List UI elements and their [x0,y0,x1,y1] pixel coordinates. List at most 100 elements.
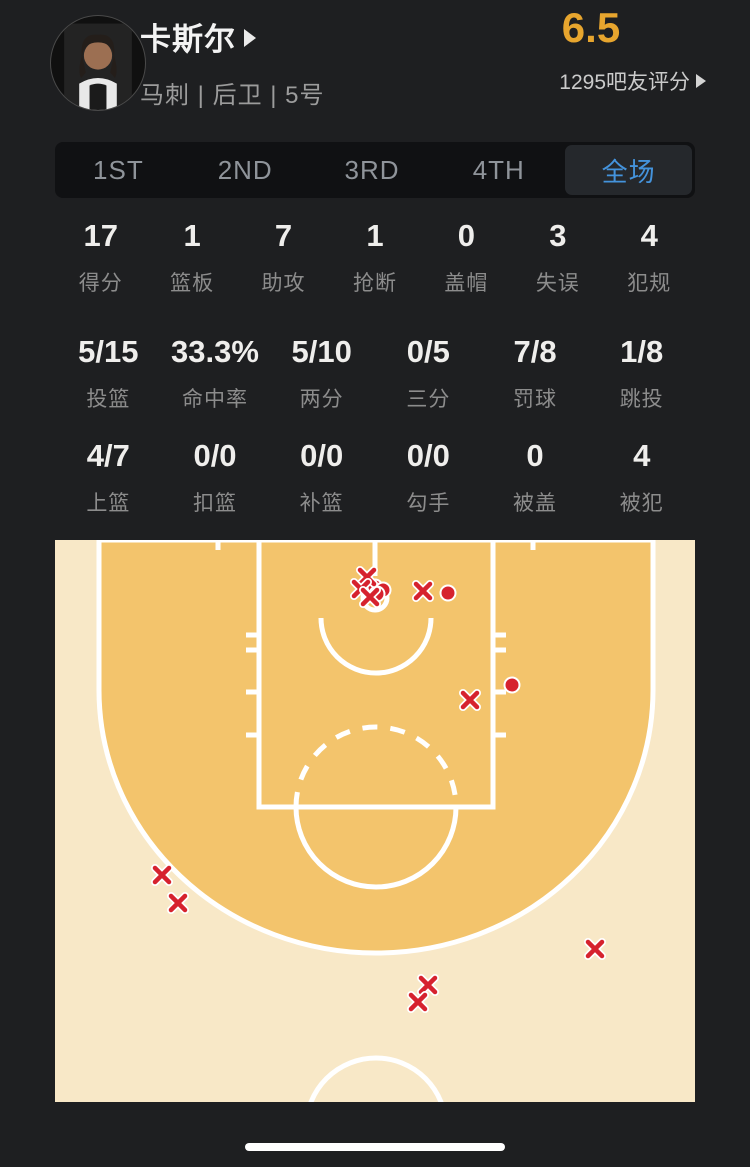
rating-block: 6.5 1295吧友评分 [476,4,706,96]
tab-4TH[interactable]: 4TH [472,154,525,185]
expand-arrow-icon [244,28,256,47]
stat-label: 篮板 [170,272,215,295]
stat-value: 7 [274,218,293,253]
stat-value: 4 [633,438,651,473]
stat-三分: 0/5 三分 [375,334,482,413]
stat-label: 上篮 [86,492,131,515]
stat-label: 补篮 [299,492,344,515]
tab-3RD[interactable]: 3RD [344,154,400,185]
stat-label: 失误 [535,272,580,295]
missed-shot-x [359,586,381,608]
made-shot-dot [439,584,457,602]
stat-value: 0/0 [300,438,344,473]
missed-shot-x [151,864,173,886]
ft-circle-dashed-half [293,724,459,808]
stat-value: 0/5 [406,334,450,369]
stat-label: 命中率 [182,388,248,411]
missed-shot-x [167,892,189,914]
stat-两分: 5/10 两分 [268,334,375,413]
quarter-tabs: 1ST 2ND 3RD 4TH 全场 [55,142,695,198]
missed-shot-x [417,974,439,996]
stat-扣篮: 0/0 扣篮 [162,438,269,517]
bottom-bar [0,1102,750,1167]
stat-value: 4 [640,218,658,253]
rating-count-link[interactable]: 1295吧友评分 [476,66,706,96]
stat-罚球: 7/8 罚球 [482,334,589,413]
tab-全场[interactable]: 全场 [565,145,692,195]
stat-抢断: 1 抢断 [329,218,420,297]
stat-投篮: 5/15 投篮 [55,334,162,413]
stat-value: 7/8 [513,334,557,369]
stat-value: 5/10 [291,334,352,369]
shot-markers [151,566,606,1013]
stat-label: 被盖 [513,492,558,515]
title-block: 卡斯尔 马刺 | 后卫 | 5号 [140,14,325,110]
stat-row-3: 4/7 上篮 0/0 扣篮 0/0 补篮 0/0 勾手 0 被盖 4 被犯 [55,438,695,517]
team-position-number: 马刺 | 后卫 | 5号 [140,82,325,109]
stat-label: 得分 [78,272,123,295]
player-name: 卡斯尔 [140,22,236,57]
missed-shot-x [412,580,434,602]
stat-label: 勾手 [406,492,451,515]
halfcourt-diagram [55,540,695,1102]
stat-row-1: 17 得分 1 篮板 7 助攻 1 抢断 0 盖帽 3 失误 4 犯规 [55,218,695,297]
stat-勾手: 0/0 勾手 [375,438,482,517]
stat-value: 1 [183,218,201,253]
lane-lines [256,540,496,810]
missed-shot-x [407,991,429,1013]
baseline-ticks [215,540,536,550]
court-lines [215,540,536,1102]
stat-被盖: 0 被盖 [482,438,589,517]
stat-value: 33.3% [171,334,259,369]
stat-value: 0/0 [406,438,450,473]
rating-count-text: 1295吧友评分 [559,71,690,94]
stat-value: 5/15 [78,334,139,369]
stat-跳投: 1/8 跳投 [588,334,695,413]
stat-value: 3 [549,218,567,253]
stat-犯规: 4 犯规 [604,218,695,297]
ft-circle-solid-half [293,806,459,890]
stat-label: 盖帽 [444,272,489,295]
header: 卡斯尔 马刺 | 后卫 | 5号 6.5 1295吧友评分 [0,0,750,130]
made-shot-dot [503,676,521,694]
lane-ticks-right [493,632,506,738]
missed-shot-x [459,689,481,711]
missed-shot-x [584,938,606,960]
center-circle [308,1055,444,1102]
stat-value: 1/8 [620,334,664,369]
stat-被犯: 4 被犯 [588,438,695,517]
player-photo [64,23,132,110]
stat-label: 被犯 [619,492,664,515]
stat-上篮: 4/7 上篮 [55,438,162,517]
three-point-line [96,540,656,956]
stat-盖帽: 0 盖帽 [421,218,512,297]
stat-label: 抢断 [352,272,397,295]
lane-ticks-left [246,632,259,738]
player-name-row[interactable]: 卡斯尔 [140,14,325,59]
tab-2ND[interactable]: 2ND [217,154,273,185]
tab-1ST[interactable]: 1ST [93,154,144,185]
rating-score: 6.5 [561,4,621,51]
stat-label: 犯规 [627,272,672,295]
stat-命中率: 33.3% 命中率 [162,334,269,413]
stat-篮板: 1 篮板 [146,218,237,297]
chevron-right-icon [696,74,706,88]
stat-value: 0 [457,218,476,253]
stat-补篮: 0/0 补篮 [268,438,375,517]
stat-失误: 3 失误 [512,218,603,297]
restricted-arc [318,617,434,676]
stat-value: 17 [83,218,118,253]
stat-得分: 17 得分 [55,218,146,297]
stat-助攻: 7 助攻 [238,218,329,297]
stat-value: 0/0 [193,438,237,473]
stat-value: 4/7 [86,438,130,473]
stat-value: 1 [366,218,384,253]
avatar[interactable] [50,15,146,111]
shot-chart [55,540,695,1102]
stat-row-2: 5/15 投篮 33.3% 命中率 5/10 两分 0/5 三分 7/8 罚球 1/8 跳投 [55,334,695,413]
home-indicator[interactable] [245,1143,505,1151]
stat-value: 0 [526,438,544,473]
stat-label: 扣篮 [193,492,237,515]
stat-label: 三分 [406,388,451,411]
